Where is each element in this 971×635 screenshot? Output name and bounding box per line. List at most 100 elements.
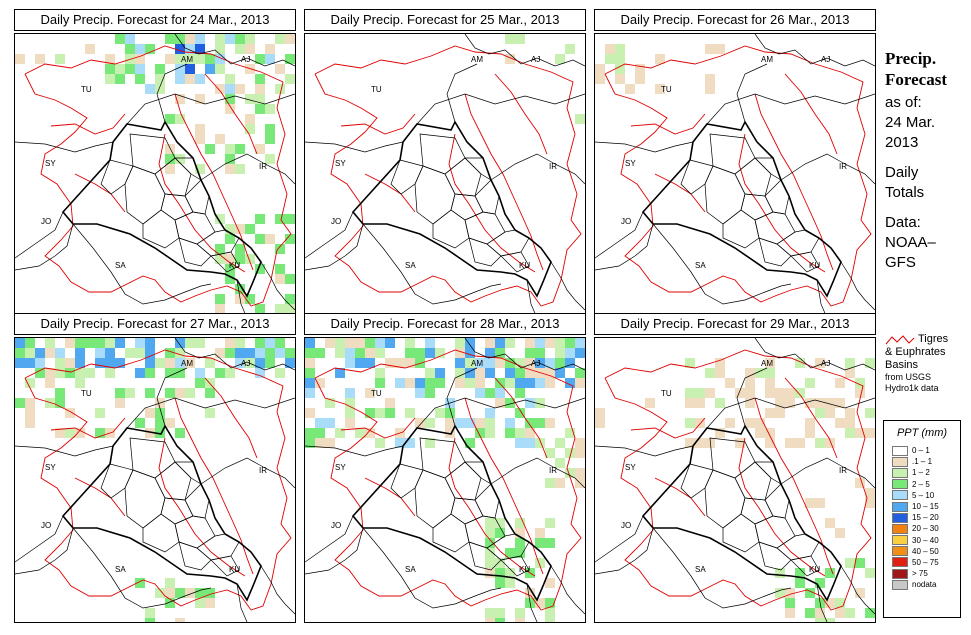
- country-label-ku: KU: [809, 565, 820, 574]
- precip-cell: [15, 348, 25, 358]
- precip-cell: [285, 214, 295, 224]
- precip-cell: [815, 618, 825, 622]
- country-label-am: AM: [181, 55, 193, 64]
- precip-cell: [305, 338, 315, 348]
- precip-cell: [825, 518, 835, 528]
- precip-cell: [195, 34, 205, 44]
- precip-cell: [45, 348, 55, 358]
- precip-cell: [465, 438, 475, 448]
- precip-cell: [475, 428, 485, 438]
- precip-cell: [55, 388, 65, 398]
- precip-cell: [405, 358, 415, 368]
- forecast-panel-2: Daily Precip. Forecast for 25 Mar., 2013…: [304, 9, 586, 319]
- precip-cell: [735, 388, 745, 398]
- precip-cell: [15, 338, 25, 348]
- precip-cell: [195, 368, 205, 378]
- precip-cell: [165, 368, 175, 378]
- precip-cell: [65, 368, 75, 378]
- precip-cell: [365, 388, 375, 398]
- precip-cell: [525, 428, 535, 438]
- precip-cell: [335, 338, 345, 348]
- precip-cell: [525, 398, 535, 408]
- precip-cell: [765, 368, 775, 378]
- precip-cell: [245, 254, 255, 264]
- precip-cell: [235, 34, 245, 44]
- precip-cell: [515, 608, 525, 618]
- precip-cell: [795, 578, 805, 588]
- precip-cell: [375, 368, 385, 378]
- country-labels: AM AJ TU SY IR JO SA KU: [331, 359, 557, 574]
- country-border-line: [446, 63, 478, 123]
- precip-cell: [475, 418, 485, 428]
- basin-line2: & Euphrates: [885, 346, 946, 358]
- precip-cell: [75, 348, 85, 358]
- precip-cell: [25, 408, 35, 418]
- precip-cell: [645, 398, 655, 408]
- precip-cell: [495, 338, 505, 348]
- basin-line4: from USGS: [885, 372, 932, 382]
- precip-cell: [545, 448, 555, 458]
- country-label-ku: KU: [519, 261, 530, 270]
- precip-cell: [685, 418, 695, 428]
- precip-cell: [465, 378, 475, 388]
- legend-swatch: [892, 579, 908, 590]
- legend-swatch: [892, 557, 908, 568]
- precip-cell: [485, 608, 495, 618]
- province-boundary: [680, 463, 714, 499]
- precip-cell: [225, 264, 235, 274]
- precip-cell: [285, 304, 295, 314]
- precip-cell: [485, 528, 495, 538]
- country-borders: [15, 34, 295, 318]
- precip-cell: [255, 84, 265, 94]
- country-border-line: [174, 338, 295, 371]
- precip-cell: [25, 398, 35, 408]
- precip-cell: [855, 428, 865, 438]
- precip-cell: [285, 54, 295, 64]
- forecast-panel-3: Daily Precip. Forecast for 26 Mar., 2013…: [594, 9, 876, 319]
- country-border-line: [816, 583, 828, 622]
- iraq-border: [351, 120, 552, 298]
- forecast-panel-6: Daily Precip. Forecast for 29 Mar., 2013…: [594, 313, 876, 623]
- info-title-line2: Forecast: [885, 70, 947, 89]
- province-boundary: [468, 541, 502, 571]
- precip-cell: [225, 224, 235, 234]
- precip-cell: [245, 224, 255, 234]
- province-boundary: [500, 555, 530, 577]
- basin-subdivision: [630, 113, 706, 135]
- precip-cell: [215, 294, 225, 304]
- precip-cell: [115, 74, 125, 84]
- precip-cell: [555, 338, 565, 348]
- precip-cell: [155, 64, 165, 74]
- precip-cell: [595, 64, 605, 74]
- country-label-jo: JO: [331, 521, 341, 530]
- precip-cell: [455, 378, 465, 388]
- precip-cell: [215, 44, 225, 54]
- data-source-line3: GFS: [885, 254, 916, 271]
- country-label-aj: AJ: [531, 55, 540, 64]
- country-label-tu: TU: [81, 85, 92, 94]
- precip-cell: [85, 338, 95, 348]
- precip-cell: [575, 368, 585, 378]
- precip-cell: [505, 34, 515, 44]
- precip-cell: [435, 348, 445, 358]
- precip-cell: [445, 418, 455, 428]
- province-boundary: [468, 237, 502, 267]
- precip-cell: [215, 244, 225, 254]
- precip-cell: [395, 438, 405, 448]
- province-boundary: [704, 469, 746, 529]
- precip-cell: [75, 368, 85, 378]
- panel-title: Daily Precip. Forecast for 27 Mar., 2013: [14, 313, 296, 335]
- precip-cells: [595, 358, 875, 622]
- precip-cell: [285, 294, 295, 304]
- precip-cell: [165, 388, 175, 398]
- basin-subdivision: [784, 73, 838, 155]
- precip-cell: [845, 368, 855, 378]
- precip-cell: [535, 398, 545, 408]
- precip-cell: [515, 538, 525, 548]
- precip-cell: [465, 338, 475, 348]
- precip-map: AM AJ TU SY IR JO SA KU: [304, 33, 586, 319]
- country-border-line: [652, 223, 792, 305]
- basin-subdivision: [654, 477, 706, 517]
- province-boundary: [790, 555, 820, 577]
- country-border-line: [526, 583, 538, 622]
